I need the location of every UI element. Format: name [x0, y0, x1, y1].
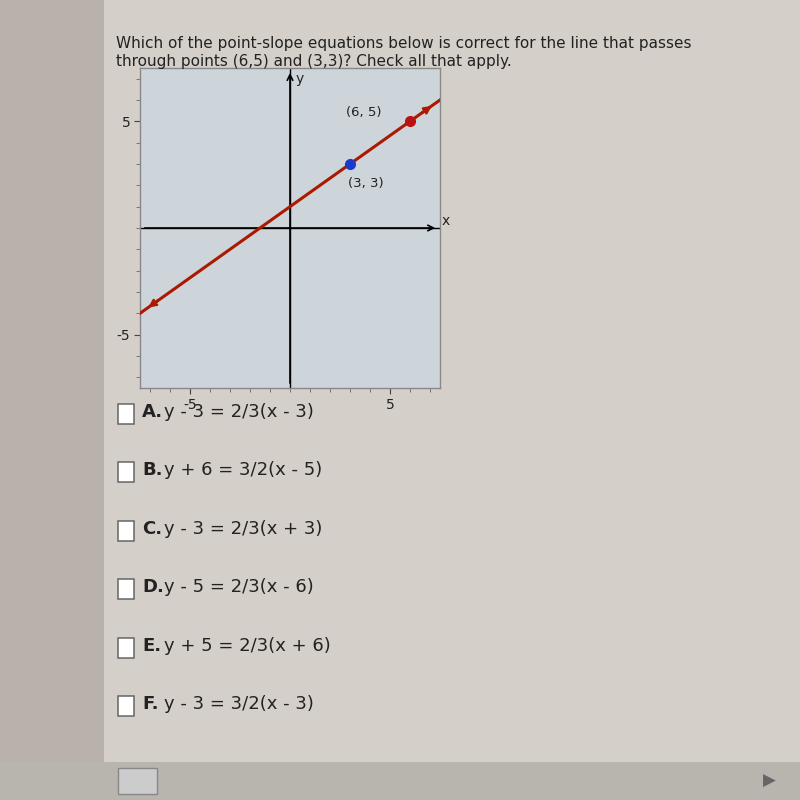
Text: through points (6,5) and (3,3)? Check all that apply.: through points (6,5) and (3,3)? Check al…	[116, 54, 512, 69]
Text: Which of the point-slope equations below is correct for the line that passes: Which of the point-slope equations below…	[116, 36, 691, 51]
Text: y - 3 = 2/3(x + 3): y - 3 = 2/3(x + 3)	[164, 520, 322, 538]
Text: (3, 3): (3, 3)	[348, 177, 384, 190]
Text: y - 3 = 2/3(x - 3): y - 3 = 2/3(x - 3)	[164, 403, 314, 421]
Text: B.: B.	[142, 462, 163, 479]
Text: y - 5 = 2/3(x - 6): y - 5 = 2/3(x - 6)	[164, 578, 314, 596]
Text: y + 6 = 3/2(x - 5): y + 6 = 3/2(x - 5)	[164, 462, 322, 479]
Text: x: x	[442, 214, 450, 227]
Text: ▶: ▶	[763, 772, 776, 790]
Text: F.: F.	[142, 695, 159, 713]
Text: y + 5 = 2/3(x + 6): y + 5 = 2/3(x + 6)	[164, 637, 330, 654]
Text: D.: D.	[142, 578, 164, 596]
Text: E.: E.	[142, 637, 162, 654]
Text: y: y	[296, 72, 304, 86]
Text: (6, 5): (6, 5)	[346, 106, 382, 119]
Text: y - 3 = 3/2(x - 3): y - 3 = 3/2(x - 3)	[164, 695, 314, 713]
Text: C.: C.	[142, 520, 162, 538]
Text: A.: A.	[142, 403, 163, 421]
